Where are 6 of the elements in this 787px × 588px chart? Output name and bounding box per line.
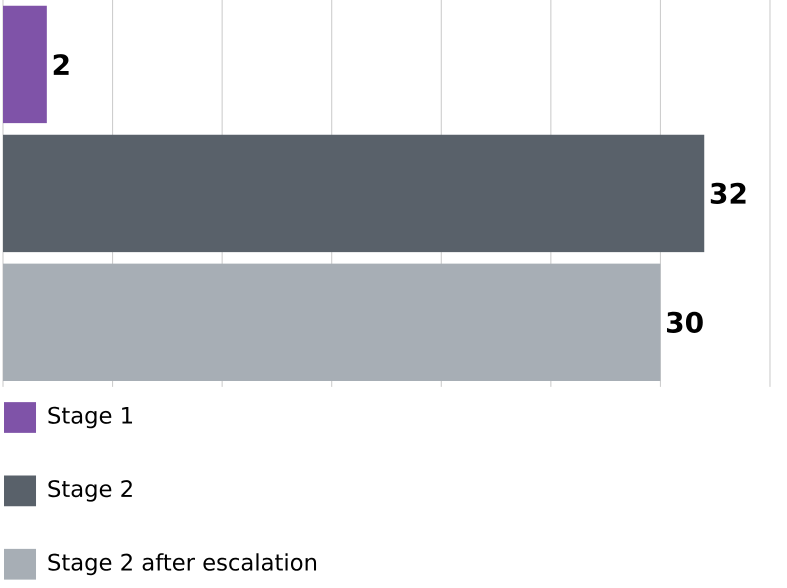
data-label: 30 [667,312,703,333]
data-label: 32 [710,182,746,204]
legend-label: Stage 2 after escalation [48,553,316,576]
data-label: 2 [54,54,69,75]
legend-label: Stage 2 [48,480,132,502]
legend-label: Stage 1 [48,406,132,428]
